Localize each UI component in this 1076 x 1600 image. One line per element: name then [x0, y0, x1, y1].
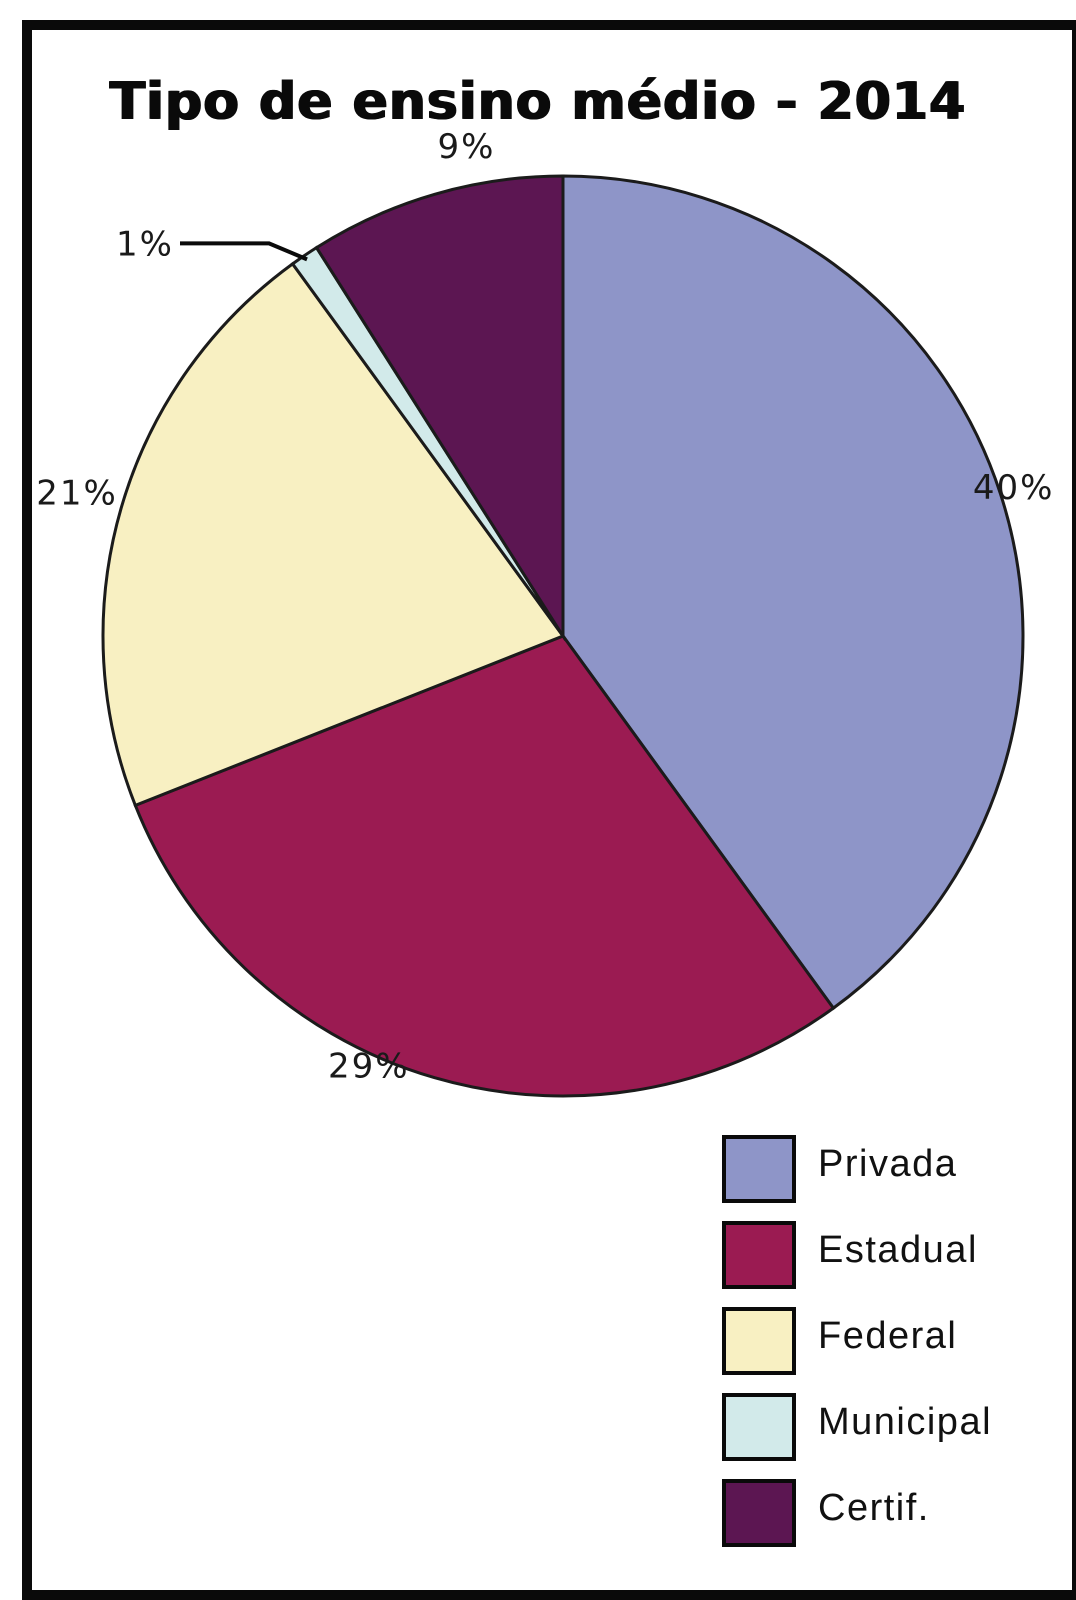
- pie-slice-certif: [314, 174, 565, 642]
- legend-label-federal: Federal: [818, 1315, 958, 1357]
- slice-label-certif: 9%: [438, 127, 496, 167]
- slice-label-privada: 40%: [973, 468, 1055, 508]
- pie-slice-federal: [101, 261, 566, 808]
- legend-label-estadual: Estadual: [818, 1229, 978, 1271]
- slice-label-municipal: 1%: [116, 224, 174, 264]
- chart-title: Tipo de ensino médio - 2014: [109, 72, 967, 132]
- pie-slice-estadual: [133, 634, 836, 1098]
- legend-swatch-municipal: [722, 1393, 796, 1461]
- pie-slice-privada: [561, 174, 1025, 1011]
- legend-label-certif: Certif.: [818, 1487, 930, 1529]
- legend-swatch-certif: [722, 1479, 796, 1547]
- legend-label-privada: Privada: [818, 1143, 958, 1185]
- legend-label-municipal: Municipal: [818, 1401, 993, 1443]
- legend-swatch-privada: [722, 1135, 796, 1203]
- slice-label-federal: 21%: [36, 473, 118, 513]
- leader-line-municipal: [180, 241, 308, 262]
- legend-swatch-estadual: [722, 1221, 796, 1289]
- slice-label-estadual: 29%: [328, 1047, 410, 1087]
- legend-swatch-federal: [722, 1307, 796, 1375]
